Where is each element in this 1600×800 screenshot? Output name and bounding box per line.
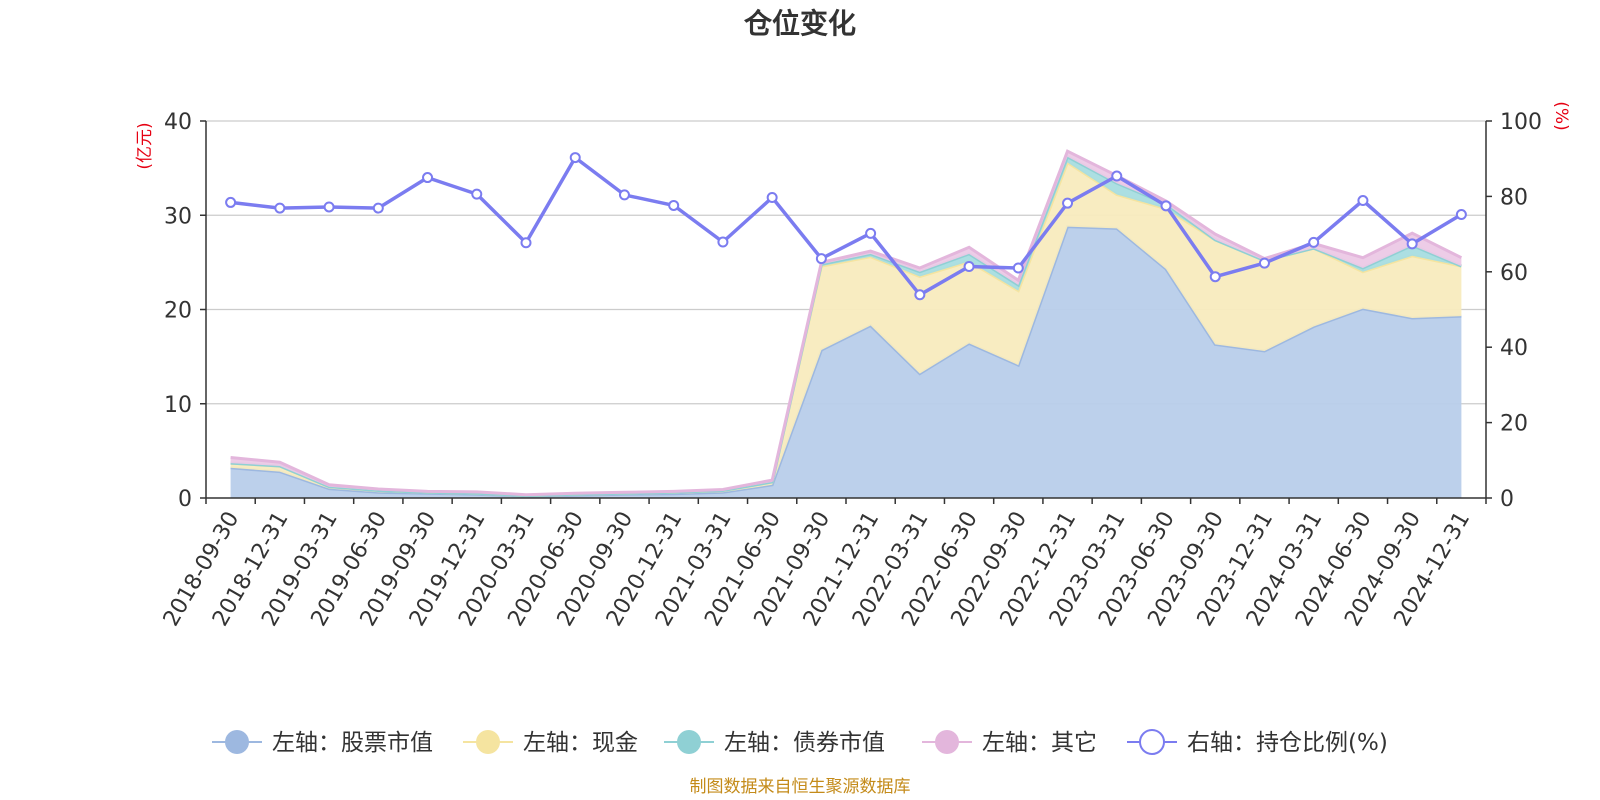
ratio-point[interactable] — [323, 201, 335, 213]
ratio-point[interactable] — [225, 196, 237, 208]
ratio-point[interactable] — [963, 261, 975, 273]
ratio-point[interactable] — [1357, 195, 1369, 207]
legend-label: 左轴：现金 — [523, 730, 638, 756]
ratio-point[interactable] — [618, 189, 630, 201]
ratio-line — [225, 152, 1467, 301]
right-axis-tick-label: 100 — [1500, 110, 1542, 135]
legend-marker — [476, 730, 500, 754]
area-series-2 — [230, 162, 1462, 497]
ratio-point[interactable] — [1111, 170, 1123, 182]
legend-item[interactable]: 左轴：其它 — [922, 730, 1097, 756]
ratio-point[interactable] — [1455, 208, 1467, 220]
ratio-point[interactable] — [520, 237, 532, 249]
legend-marker — [225, 730, 249, 754]
left-axis-tick-label: 30 — [164, 204, 192, 229]
left-axis-unit: (亿元) — [135, 122, 155, 169]
ratio-point[interactable] — [1406, 238, 1418, 250]
ratio-point[interactable] — [1160, 200, 1172, 212]
right-axis-unit: (%) — [1551, 101, 1571, 130]
stacked-areas — [230, 149, 1463, 498]
ratio-point[interactable] — [1209, 271, 1221, 283]
legend-label: 右轴：持仓比例(%) — [1187, 730, 1388, 756]
ratio-point[interactable] — [717, 236, 729, 248]
ratio-point[interactable] — [372, 202, 384, 214]
chart-title: 仓位变化 — [744, 7, 856, 40]
legend: 左轴：股票市值 左轴：现金 左轴：债券市值 左轴：其它 右轴：持仓比例(%) — [212, 729, 1388, 756]
ratio-point[interactable] — [914, 289, 926, 301]
legend-marker — [935, 730, 959, 754]
legend-label: 左轴：债券市值 — [724, 730, 885, 756]
ratio-point[interactable] — [471, 188, 483, 200]
ratio-point[interactable] — [1308, 236, 1320, 248]
left-axis-tick-label: 10 — [164, 393, 192, 418]
ratio-point[interactable] — [668, 199, 680, 211]
ratio-point[interactable] — [766, 192, 778, 204]
left-axis-tick-label: 40 — [164, 110, 192, 135]
legend-label: 左轴：股票市值 — [272, 730, 433, 756]
legend-item[interactable]: 左轴：债券市值 — [664, 730, 885, 756]
ratio-point[interactable] — [1258, 257, 1270, 269]
left-axis-tick-label: 0 — [178, 487, 192, 512]
ratio-point[interactable] — [1012, 262, 1024, 274]
left-axis-tick-label: 20 — [164, 299, 192, 324]
legend-item[interactable]: 左轴：股票市值 — [212, 730, 433, 756]
ratio-point[interactable] — [274, 202, 286, 214]
legend-label: 左轴：其它 — [982, 730, 1097, 756]
area-series-1 — [230, 226, 1462, 498]
area-series-4-edge — [230, 149, 1463, 497]
right-axis-tick-label: 60 — [1500, 261, 1528, 286]
ratio-point[interactable] — [422, 172, 434, 184]
right-axis-tick-label: 40 — [1500, 336, 1528, 361]
legend-item[interactable]: 左轴：现金 — [463, 730, 638, 756]
ratio-point[interactable] — [569, 152, 581, 164]
ratio-point[interactable] — [815, 253, 827, 265]
data-source-note: 制图数据来自恒生聚源数据库 — [690, 777, 911, 797]
right-axis-tick-label: 20 — [1500, 412, 1528, 437]
legend-marker — [677, 730, 701, 754]
ratio-point[interactable] — [1062, 197, 1074, 209]
right-axis-tick-label: 0 — [1500, 487, 1514, 512]
legend-marker-hollow — [1139, 729, 1165, 755]
legend-item[interactable]: 右轴：持仓比例(%) — [1127, 729, 1388, 756]
right-axis-tick-label: 80 — [1500, 185, 1528, 210]
ratio-point[interactable] — [865, 227, 877, 239]
ratio-line-path — [230, 155, 1463, 297]
